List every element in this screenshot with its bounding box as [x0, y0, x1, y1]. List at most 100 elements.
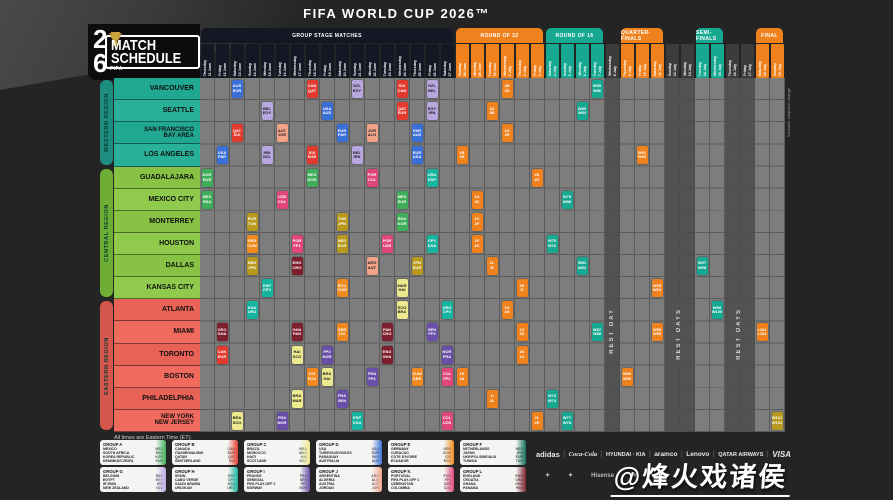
match-cell: W91 W92: [636, 146, 648, 165]
date-cell-26-june: Friday 26 June: [425, 44, 439, 78]
date-cell-23-june: Tuesday 23 June: [380, 44, 394, 78]
match-cell: BRA MAR: [291, 389, 303, 408]
group-title: GROUP B: [175, 441, 195, 447]
match-cell: EGY IRN: [426, 102, 438, 121]
city-row-san-francisco: SAN FRANCISCO BAY AREA: [114, 122, 200, 145]
group-team-row: SCOTLANDSCO: [247, 459, 307, 464]
sponsor-logo-coca-cola: Coca-Cola: [568, 451, 598, 458]
group-title: GROUP A: [103, 441, 123, 447]
rest-day-label: REST DAYS: [736, 308, 742, 360]
group-box-a: GROUP AMEXICOMEXSOUTH AFRICARSAKOREA REP…: [100, 440, 166, 465]
group-box-e: GROUP EGERMANYGERCURACAOCUWCOTE D'IVOIRE…: [388, 440, 454, 465]
match-cell: CPV KSA: [426, 234, 438, 253]
match-cell: SCO BRA: [396, 301, 408, 320]
city-row-vancouver: VANCOUVER: [114, 78, 200, 101]
date-cell-15-june: Monday 15 June: [260, 44, 274, 78]
group-title: GROUP J: [319, 468, 338, 474]
match-schedule-logo: 2 6 FIFA MATCH SCHEDULE: [88, 24, 200, 80]
city-row-monterrey: MONTERREY: [114, 210, 200, 233]
match-cell: TUN JPN: [336, 212, 348, 231]
match-cell: EUR USA: [411, 146, 423, 165]
match-cell: POR UZB: [381, 234, 393, 253]
group-color-edge: [228, 467, 238, 492]
date-cell-11-june: Thursday 11 June: [200, 44, 214, 78]
date-cell-13-june: Saturday 13 June: [230, 44, 244, 78]
group-color-edge: [372, 467, 382, 492]
match-cell: 2B 2D: [501, 80, 513, 98]
date-cell-10-july: Friday 10 July: [635, 44, 649, 78]
group-color-edge: [444, 440, 454, 465]
match-cell: COL UZB: [441, 411, 453, 430]
match-cell: W101 W102: [771, 411, 783, 430]
match-cell: USA AUS: [321, 102, 333, 121]
sponsor-row-2: ✦ ✦ Hisense ✦ ✦: [545, 472, 745, 480]
date-cell-27-june: Saturday 27 June: [440, 44, 454, 78]
match-cell: CIV ECU: [306, 367, 318, 386]
match-cell: BEL IRN: [351, 146, 363, 165]
sponsor-logo: ✦: [632, 473, 638, 479]
match-cell: BRA HAI: [321, 367, 333, 386]
group-box-f: GROUP FNETHERLANDSNEDJAPANJPNUKR/POL/SWE…: [460, 440, 526, 465]
match-cell: SUI EUR: [306, 146, 318, 165]
match-cell: W81 W82: [576, 257, 588, 275]
match-cell: EUR TUN: [246, 212, 258, 231]
match-cell: 1L 3I: [486, 257, 498, 275]
match-cell: PAN CRO: [381, 323, 393, 342]
rest-day-strip: [665, 78, 695, 432]
match-cell: ESP KSA: [351, 411, 363, 430]
group-box-l: GROUP LENGLANDENGCROATIACROGHANAGHAPANAM…: [460, 467, 526, 492]
sponsor-logo-adidas: adidas: [536, 450, 560, 459]
group-team-row: NEW ZEALANDNZL: [103, 486, 163, 491]
schedule-grid: REST DAY REST DAYS REST DAYS AUS EUR CAN QAT NZ…: [200, 78, 785, 432]
match-cell: NZL EGY: [351, 80, 363, 98]
match-cell: W73 W74: [546, 389, 558, 408]
timezone-note: All times are Eastern Time (ET).: [114, 435, 192, 441]
group-box-h: GROUP HSPAINESPCABO VERDECPVSAUDI ARABIA…: [172, 467, 238, 492]
group-color-edge: [372, 440, 382, 465]
group-box-b: GROUP BCANADACANITA/NIR/WAL/BIHEURQATARQ…: [172, 440, 238, 465]
match-cell: COL FP1: [441, 367, 453, 386]
match-cell: KSA URU: [246, 301, 258, 320]
sponsor-separator: |: [680, 451, 683, 458]
stage-band-gs: GROUP STAGE MATCHES: [201, 28, 453, 43]
date-cell-6-july: Monday 6 July: [575, 44, 589, 78]
city-row-boston: BOSTON: [114, 365, 200, 388]
sponsor-logo-qatar-airways: QATAR AIRWAYS: [718, 451, 764, 458]
match-cell: 2A 2C: [531, 168, 543, 187]
match-cell: W97 W98: [696, 257, 708, 275]
fifa-wordmark: FIFA: [110, 66, 123, 72]
group-box-j: GROUP JARGENTINAARGALGERIAALGAUSTRIAAUTJ…: [316, 467, 382, 492]
match-cell: FRA SEN: [336, 389, 348, 408]
group-team-row: URUGUAYURU: [175, 486, 235, 491]
date-cell-11-july: Saturday 11 July: [650, 44, 664, 78]
match-cell: GER CUW: [246, 234, 258, 253]
match-cell: SUI CAN: [396, 80, 408, 98]
date-cell-14-june: Sunday 14 June: [245, 44, 259, 78]
group-color-edge: [300, 440, 310, 465]
match-cell: URU ESP: [426, 168, 438, 187]
rest-day-strip: [725, 78, 755, 432]
match-cell: BRA SCO: [231, 411, 243, 430]
match-cell: W95 W96: [651, 323, 663, 342]
city-row-miami: MIAMI: [114, 321, 200, 344]
sponsor-separator: |: [563, 451, 566, 458]
date-cell-16-june: Tuesday 16 June: [275, 44, 289, 78]
date-cell-16-july: Thursday 16 July: [725, 44, 739, 78]
stage-band-sf: SEMI-FINALS: [696, 28, 723, 43]
date-cell-19-june: Friday 19 June: [320, 44, 334, 78]
date-cell-29-june: Monday 29 June: [470, 44, 484, 78]
rest-day-label: REST DAY: [608, 308, 615, 354]
group-title: GROUP I: [247, 468, 265, 474]
group-team-row: ECUADORECU: [391, 459, 451, 464]
match-cell: AUS EUR: [231, 80, 243, 98]
sponsor-logo-hyundai-kia: HYUNDAI · KIA: [606, 451, 646, 458]
group-color-edge: [300, 467, 310, 492]
logo-digit-2: 2: [93, 24, 108, 54]
match-cell: MEX KOR: [306, 168, 318, 187]
match-cell: W89 W90: [621, 367, 633, 386]
schedule-subject-note: Schedule subject to change: [786, 88, 791, 138]
sponsor-logo: ✦: [655, 473, 661, 479]
match-cell: 1K 2J: [516, 345, 528, 364]
stage-band-qf: QUARTER-FINALS: [621, 28, 663, 43]
match-cell: MEX EUR: [396, 190, 408, 209]
